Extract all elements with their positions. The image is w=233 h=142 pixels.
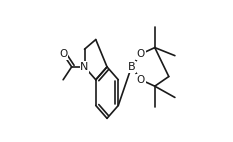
Text: B: B (128, 62, 135, 72)
Text: N: N (80, 62, 89, 72)
Text: O: O (137, 49, 145, 59)
Text: O: O (59, 49, 67, 59)
Text: O: O (137, 75, 145, 85)
